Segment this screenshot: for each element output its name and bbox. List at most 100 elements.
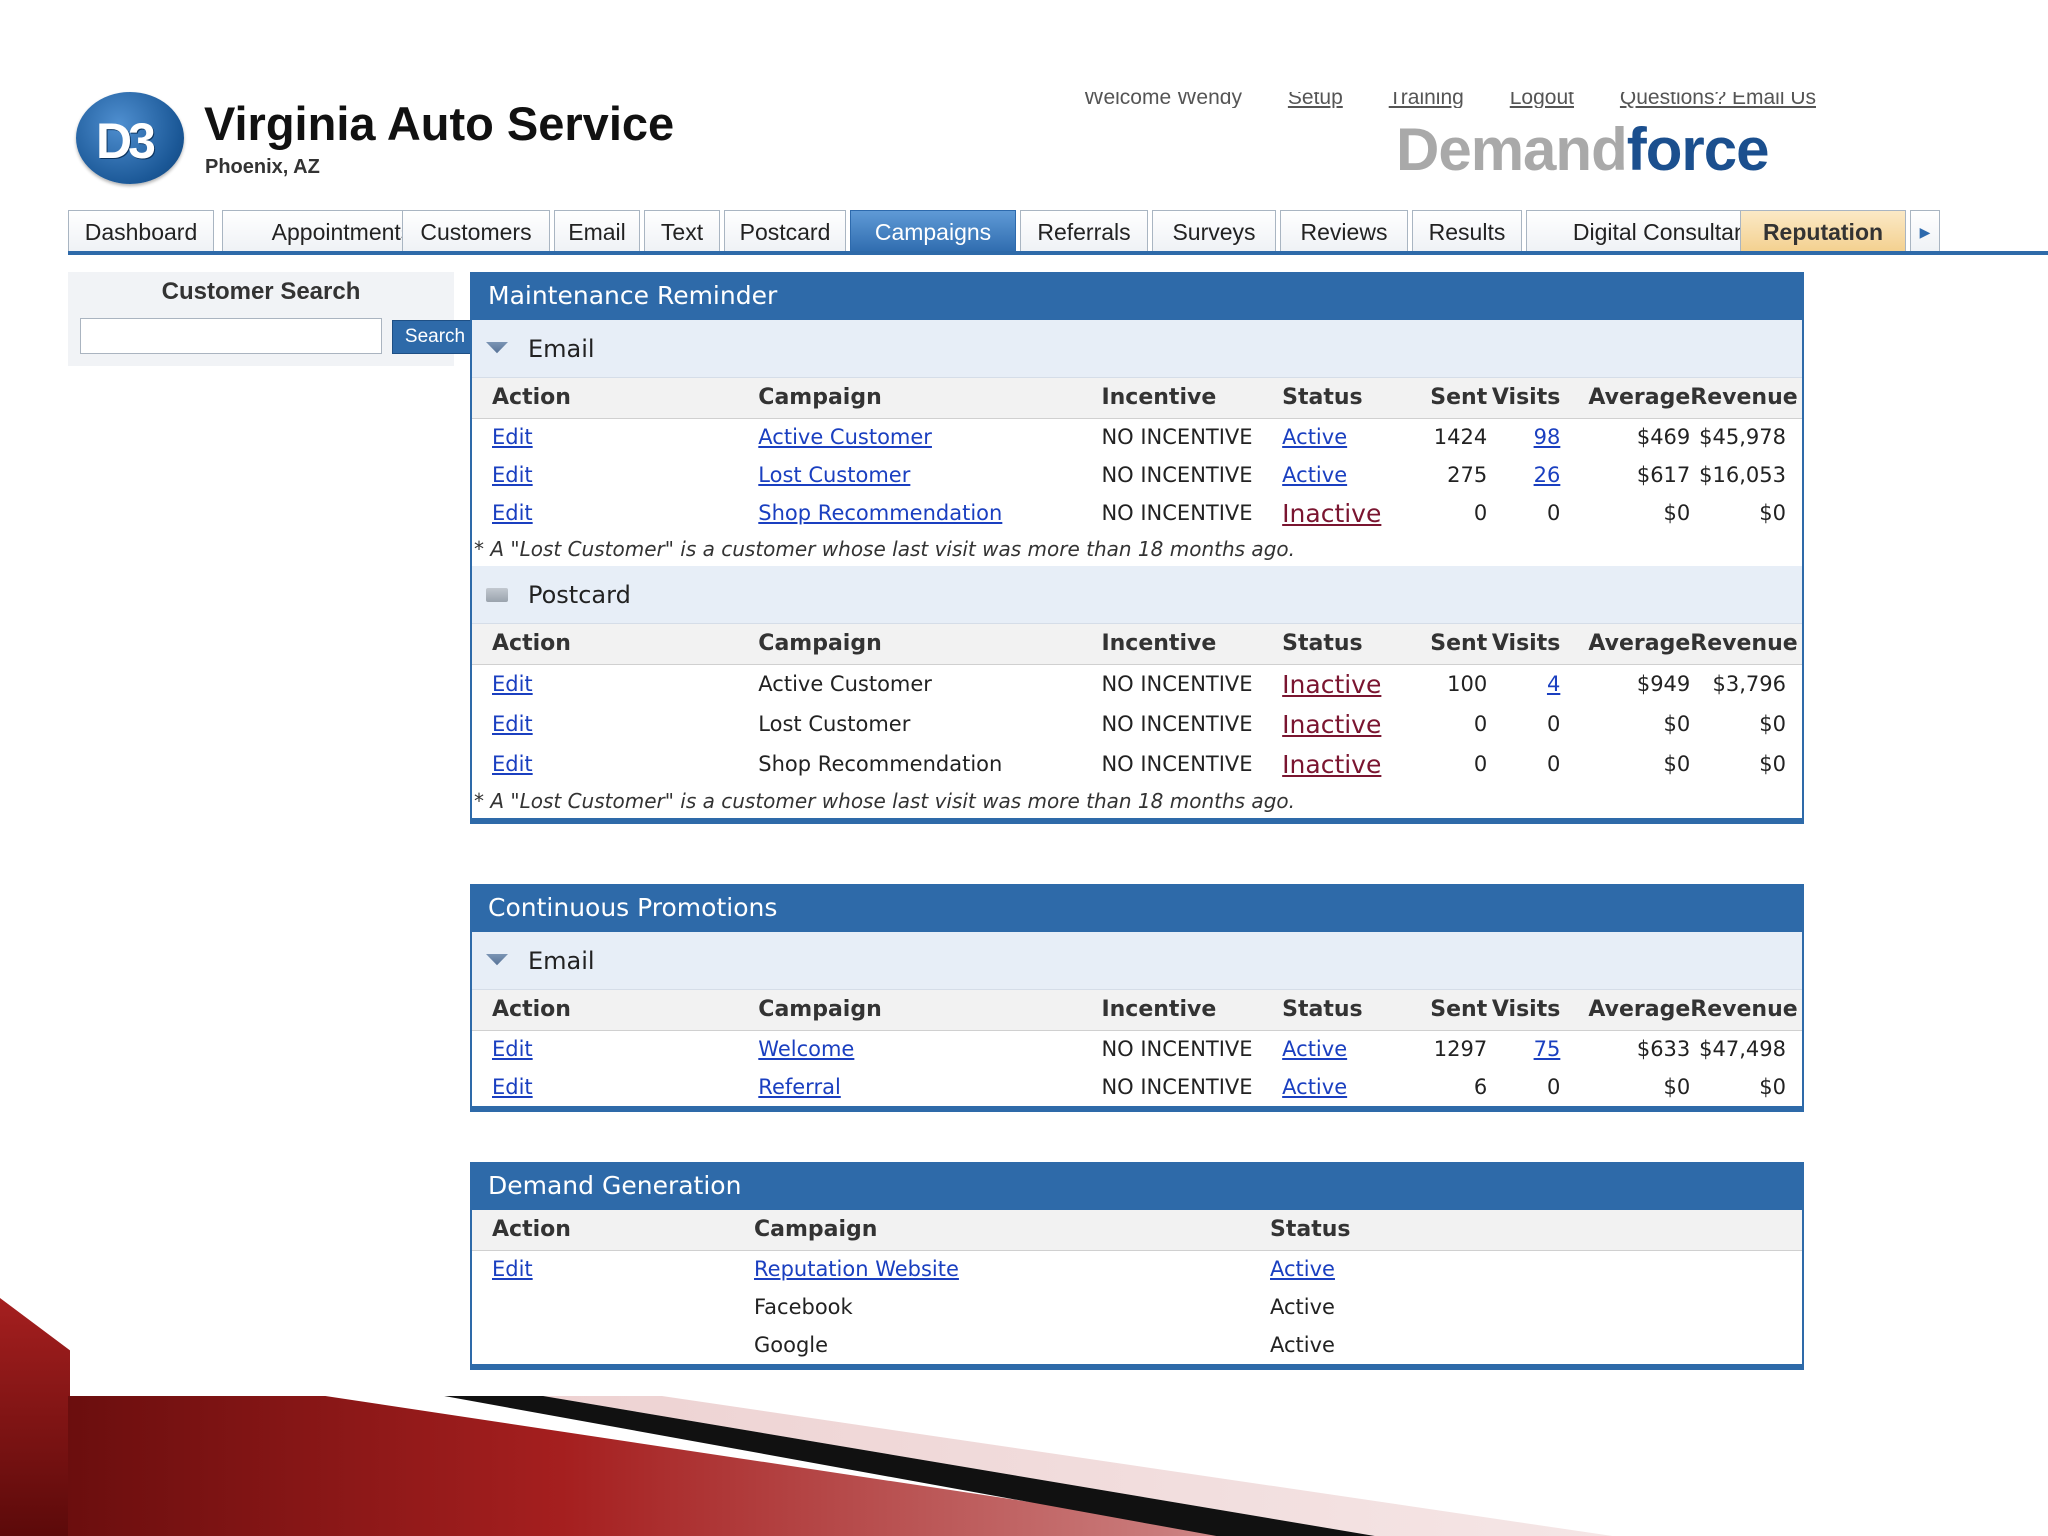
- logout-link[interactable]: Logout: [1509, 92, 1574, 108]
- email-us-link[interactable]: Questions? Email Us: [1619, 92, 1816, 108]
- campaign-link[interactable]: Lost Customer: [758, 463, 911, 487]
- edit-link[interactable]: Edit: [492, 463, 533, 487]
- col-action: Action: [472, 1210, 754, 1251]
- edit-link[interactable]: Edit: [492, 712, 533, 736]
- campaign-cell: Lost Customer: [758, 712, 911, 736]
- status-link[interactable]: Active: [1282, 1037, 1348, 1062]
- customer-search-input[interactable]: [80, 318, 382, 354]
- sent-cell: 6: [1473, 1075, 1488, 1099]
- sent-cell: 1424: [1433, 425, 1488, 450]
- col-visits: Visits: [1487, 378, 1561, 419]
- edit-link[interactable]: Edit: [492, 501, 533, 525]
- visits-link[interactable]: 26: [1533, 463, 1561, 487]
- average-cell: $0: [1663, 501, 1691, 525]
- campaign-link[interactable]: Welcome: [758, 1037, 855, 1062]
- status-link[interactable]: Inactive: [1282, 669, 1382, 699]
- col-sent: Sent: [1401, 624, 1488, 665]
- tab-text[interactable]: Text: [644, 210, 720, 254]
- setup-link[interactable]: Setup: [1287, 92, 1343, 108]
- revenue-cell: $16,053: [1699, 463, 1786, 487]
- action-cell: [472, 1326, 754, 1364]
- col-revenue: Revenue: [1690, 378, 1802, 419]
- col-incentive: Incentive: [1101, 990, 1283, 1031]
- edit-link[interactable]: Edit: [492, 672, 533, 697]
- col-campaign: Campaign: [758, 624, 1102, 665]
- collapse-arrow-icon[interactable]: [486, 954, 508, 966]
- col-status: Status: [1282, 990, 1402, 1031]
- visits-cell: 0: [1546, 501, 1561, 525]
- edit-link[interactable]: Edit: [492, 425, 533, 450]
- tab-referrals[interactable]: Referrals: [1020, 210, 1148, 254]
- visits-link[interactable]: 4: [1546, 672, 1561, 697]
- average-cell: $0: [1663, 752, 1691, 776]
- tab-email[interactable]: Email: [554, 210, 640, 254]
- col-average: Average: [1560, 990, 1691, 1031]
- revenue-cell: $0: [1759, 712, 1786, 736]
- revenue-cell: $0: [1759, 752, 1786, 776]
- tab-reputation[interactable]: Reputation: [1740, 210, 1906, 254]
- visits-cell: 0: [1546, 712, 1561, 736]
- table-row: Edit Shop Recommendation NO INCENTIVE In…: [472, 494, 1802, 532]
- incentive-cell: NO INCENTIVE: [1101, 501, 1253, 525]
- status-link[interactable]: Inactive: [1282, 498, 1382, 528]
- incentive-cell: NO INCENTIVE: [1101, 1075, 1253, 1099]
- average-cell: $949: [1636, 672, 1691, 697]
- status-link[interactable]: Inactive: [1282, 749, 1382, 779]
- edit-link[interactable]: Edit: [492, 1037, 533, 1062]
- table-row: Edit Welcome NO INCENTIVE Active 1297 75…: [472, 1030, 1802, 1068]
- email-section-header[interactable]: Email: [472, 932, 1802, 990]
- revenue-cell: $47,498: [1699, 1037, 1786, 1062]
- training-link[interactable]: Training: [1388, 92, 1464, 108]
- tab-campaigns[interactable]: Campaigns: [850, 210, 1016, 254]
- campaign-link[interactable]: Shop Recommendation: [758, 501, 1003, 525]
- maintenance-reminder-panel: Maintenance Reminder Email Action Campai…: [470, 272, 1804, 824]
- incentive-cell: NO INCENTIVE: [1101, 1037, 1253, 1062]
- table-row: Edit Referral NO INCENTIVE Active 6 0 $0…: [472, 1068, 1802, 1106]
- col-status: Status: [1270, 1210, 1802, 1251]
- visits-link[interactable]: 98: [1533, 425, 1561, 450]
- sent-cell: 0: [1473, 752, 1488, 776]
- campaign-link[interactable]: Active Customer: [758, 425, 932, 450]
- edit-link[interactable]: Edit: [492, 752, 533, 776]
- col-status: Status: [1282, 378, 1402, 419]
- col-campaign: Campaign: [758, 378, 1102, 419]
- status-link[interactable]: Inactive: [1282, 709, 1382, 739]
- more-tabs-arrow-icon[interactable]: ▶: [1910, 210, 1940, 254]
- tab-reviews[interactable]: Reviews: [1280, 210, 1408, 254]
- welcome-text: Welcome Wendy: [1084, 92, 1242, 108]
- col-campaign: Campaign: [754, 1210, 1270, 1251]
- table-row: Facebook Active: [472, 1288, 1802, 1326]
- tab-dashboard[interactable]: Dashboard: [68, 210, 214, 254]
- search-button[interactable]: Search: [392, 320, 478, 354]
- col-action: Action: [472, 378, 759, 419]
- edit-link[interactable]: Edit: [492, 1075, 533, 1099]
- edit-link[interactable]: Edit: [492, 1257, 533, 1282]
- tab-results[interactable]: Results: [1412, 210, 1522, 254]
- table-row: Google Active: [472, 1326, 1802, 1364]
- average-cell: $0: [1663, 712, 1691, 736]
- postcard-section-header[interactable]: Postcard: [472, 566, 1802, 624]
- col-action: Action: [472, 624, 759, 665]
- email-section-header[interactable]: Email: [472, 320, 1802, 378]
- table-header-row: Action Campaign Incentive Status Sent Vi…: [472, 990, 1802, 1031]
- collapse-arrow-icon[interactable]: [486, 342, 508, 354]
- tab-postcard[interactable]: Postcard: [724, 210, 846, 254]
- col-incentive: Incentive: [1101, 624, 1283, 665]
- tab-customers[interactable]: Customers: [402, 210, 550, 254]
- status-link[interactable]: Active: [1270, 1257, 1335, 1282]
- customer-search-title: Customer Search: [161, 278, 361, 305]
- visits-link[interactable]: 75: [1533, 1037, 1561, 1062]
- revenue-cell: $0: [1759, 501, 1786, 525]
- status-link[interactable]: Active: [1282, 463, 1348, 487]
- col-revenue: Revenue: [1690, 624, 1802, 665]
- average-cell: $617: [1636, 463, 1691, 487]
- table-header-row: Action Campaign Status: [472, 1210, 1802, 1251]
- campaign-link[interactable]: Reputation Website: [754, 1257, 959, 1282]
- status-link[interactable]: Active: [1282, 1075, 1348, 1099]
- status-cell: Active: [1270, 1333, 1335, 1357]
- customer-search-panel: Customer Search Search: [68, 272, 478, 366]
- action-cell: [472, 1288, 754, 1326]
- status-link[interactable]: Active: [1282, 425, 1348, 450]
- campaign-link[interactable]: Referral: [758, 1075, 841, 1099]
- tab-surveys[interactable]: Surveys: [1152, 210, 1276, 254]
